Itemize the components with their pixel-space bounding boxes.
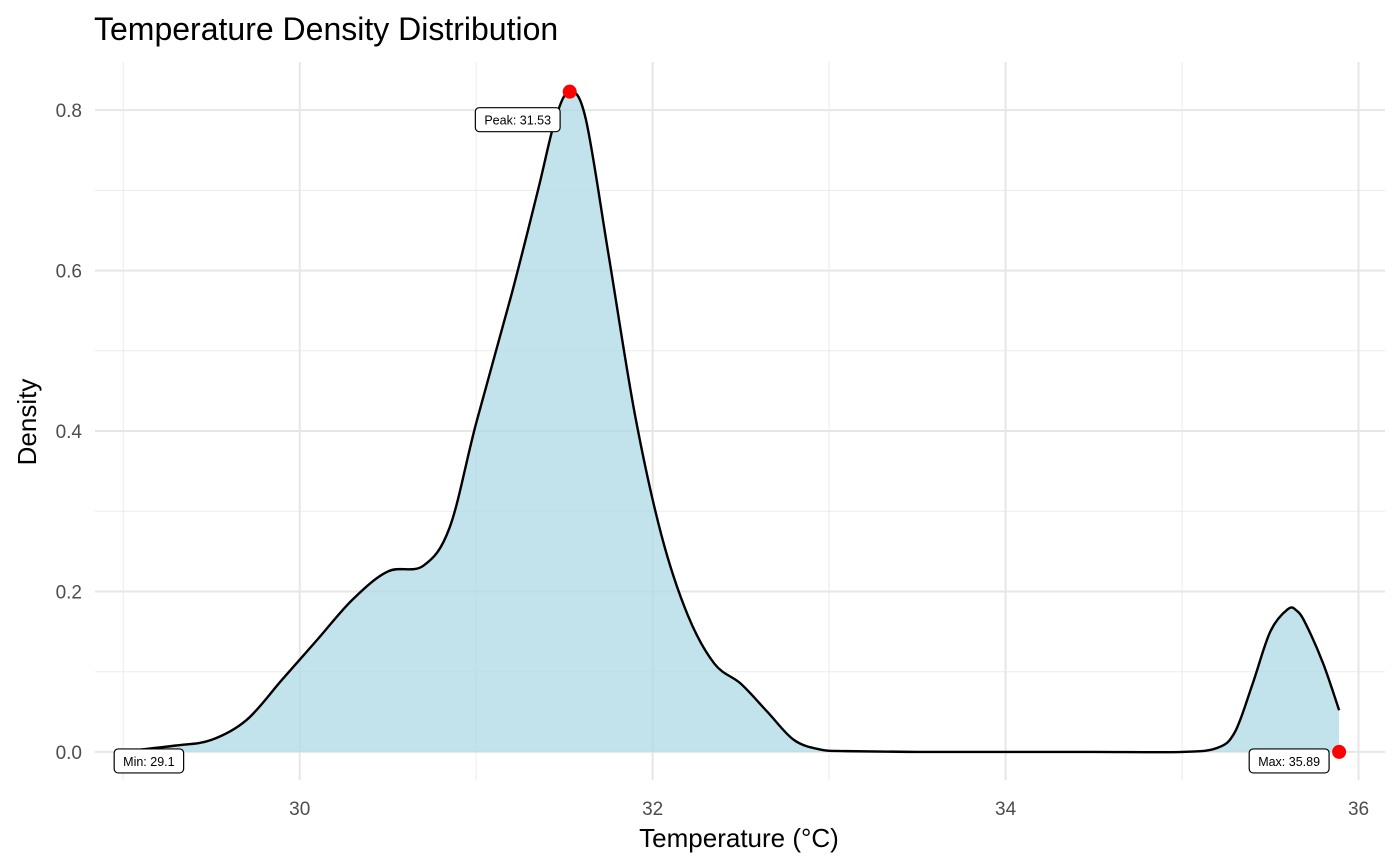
annotation-label: Max: 35.89 (1248, 748, 1330, 774)
annotation-label: Peak: 31.53 (474, 107, 561, 133)
annotation-label: Min: 29.1 (113, 748, 185, 774)
density-fill (140, 91, 1340, 753)
y-tick-label: 0.0 (56, 743, 82, 764)
annotation-marker (1332, 744, 1347, 759)
x-tick-label: 36 (1348, 799, 1369, 820)
y-tick-label: 0.6 (56, 262, 82, 283)
chart-title: Temperature Density Distribution (94, 11, 558, 47)
annotation-label-text: Max: 35.89 (1258, 755, 1320, 769)
y-tick-label: 0.4 (56, 422, 83, 443)
y-axis-ticks: 0.0 0.2 0.4 0.6 0.8 (56, 101, 83, 764)
annotation-markers (562, 84, 1347, 759)
density-line (140, 90, 1341, 754)
annotation-label-text: Min: 29.1 (123, 755, 174, 769)
annotation-marker (562, 84, 577, 99)
x-tick-label: 34 (995, 799, 1017, 820)
annotation-label-text: Peak: 31.53 (484, 114, 551, 128)
annotation-label-box (474, 107, 561, 133)
annotation-label-box (113, 748, 185, 774)
x-axis-ticks: 30 32 34 36 (289, 799, 1369, 820)
y-axis-title: Density (12, 379, 42, 466)
x-tick-label: 30 (289, 799, 310, 820)
x-axis-title: Temperature (°C) (639, 823, 839, 853)
annotation-labels: Peak: 31.53 Min: 29.1 Max: 35.89 (113, 107, 1330, 774)
y-tick-label: 0.8 (56, 101, 82, 122)
x-tick-label: 32 (642, 799, 663, 820)
annotation-label-box (1248, 748, 1330, 774)
y-tick-label: 0.2 (56, 582, 82, 603)
